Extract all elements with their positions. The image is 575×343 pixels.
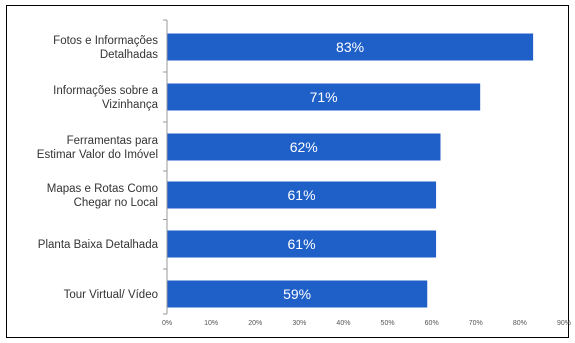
x-tick-label-8: 80% (513, 320, 527, 327)
category-label-line: Ferramentas para (67, 135, 159, 147)
bars-layer (167, 33, 534, 308)
labels-layer: 83% 71% 62% 61% 61% 59% Fotos e Informações Det… (37, 35, 571, 327)
bar-value-label-4: 61% (288, 236, 316, 252)
x-tick-label-3: 30% (292, 320, 306, 327)
bar-0 (167, 33, 534, 61)
x-tick-label-4: 40% (336, 320, 350, 327)
x-tick-label-9: 90% (557, 320, 571, 327)
bar-value-label-3: 61% (288, 187, 316, 203)
category-label-line: Vizinhança (102, 99, 159, 111)
category-label-1: Informações sobre a Vizinhança (53, 85, 158, 111)
x-tick-label-5: 50% (381, 320, 395, 327)
bar-2 (167, 133, 441, 161)
category-label-5: Tour Virtual/ Vídeo (64, 289, 158, 301)
x-tick-label-0: 0% (162, 320, 172, 327)
bar-3 (167, 181, 437, 209)
bar-4 (167, 230, 437, 258)
category-label-2: Ferramentas para Estimar Valor do Imóvel (37, 135, 159, 161)
category-label-line: Informações sobre a (53, 85, 158, 97)
x-tick-label-2: 20% (248, 320, 262, 327)
x-tick-label-7: 70% (469, 320, 483, 327)
category-label-line: Mapas e Rotas Como (47, 183, 158, 195)
category-label-line: Tour Virtual/ Vídeo (64, 289, 158, 301)
bar-1 (167, 83, 481, 111)
category-label-4: Planta Baixa Detalhada (38, 239, 159, 251)
bar-value-label-5: 59% (283, 286, 311, 302)
bar-value-label-0: 83% (336, 39, 364, 55)
axis-layer (163, 19, 168, 315)
category-label-3: Mapas e Rotas Como Chegar no Local (47, 183, 158, 209)
category-label-0: Fotos e Informações Detalhadas (53, 35, 158, 61)
category-label-line: Chegar no Local (74, 197, 158, 209)
bar-value-label-1: 71% (310, 89, 338, 105)
bar-5 (167, 280, 428, 308)
category-label-line: Estimar Valor do Imóvel (37, 149, 158, 161)
category-label-line: Fotos e Informações (53, 35, 158, 47)
x-tick-label-1: 10% (204, 320, 218, 327)
bar-value-label-2: 62% (290, 139, 318, 155)
x-tick-label-6: 60% (425, 320, 439, 327)
category-label-line: Detalhadas (100, 49, 158, 61)
category-label-line: Planta Baixa Detalhada (38, 239, 159, 251)
